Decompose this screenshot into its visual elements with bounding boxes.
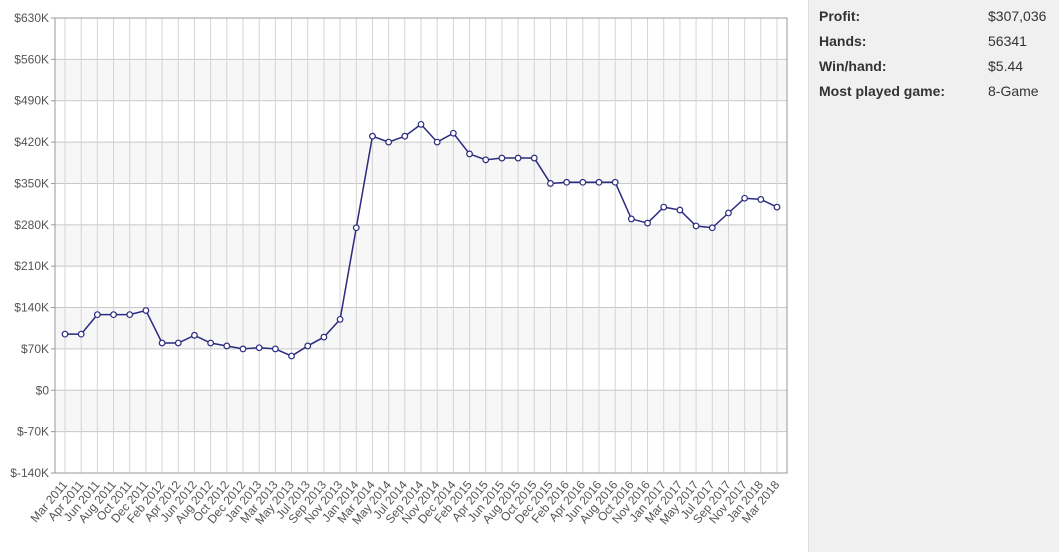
y-tick-label: $140K <box>14 301 49 315</box>
point <box>725 209 732 217</box>
y-tick-label: $350K <box>14 176 49 190</box>
y-tick-label: $280K <box>14 218 49 232</box>
point <box>110 311 117 319</box>
point <box>627 215 635 223</box>
stat-row: Profit: $307,036 <box>819 4 1046 29</box>
point <box>255 344 263 352</box>
y-tick-label: $560K <box>14 52 49 66</box>
stat-label: Profit: <box>819 7 861 24</box>
point <box>207 339 215 347</box>
point <box>385 138 393 146</box>
y-tick-label: $-140K <box>10 466 49 480</box>
point <box>93 311 101 319</box>
point <box>77 330 85 338</box>
point <box>449 129 457 137</box>
stats-table: Profit: $307,036 Hands: 56341 Win/hand: $5.44… <box>819 4 1046 104</box>
stat-value: $5.44 <box>988 57 1024 74</box>
stat-label: Win/hand: <box>819 57 887 74</box>
point <box>401 132 409 140</box>
point <box>708 224 716 232</box>
y-tick-label: $70K <box>21 342 49 356</box>
plot-frame <box>54 17 788 474</box>
point <box>336 315 344 323</box>
point <box>692 222 700 230</box>
stat-value: 56341 <box>988 32 1027 49</box>
point <box>369 132 376 140</box>
y-tick-label: $490K <box>14 94 49 108</box>
point <box>433 138 441 146</box>
point <box>320 333 328 341</box>
point <box>660 203 668 211</box>
stat-label: Most played game: <box>819 82 946 99</box>
point <box>530 154 538 162</box>
stat-row: Most played game: 8-Game <box>819 79 1046 104</box>
point <box>595 178 603 186</box>
point <box>514 154 522 162</box>
point <box>482 156 490 164</box>
point <box>563 178 571 186</box>
point <box>579 178 587 186</box>
point <box>239 345 247 353</box>
y-tick-label: $420K <box>14 135 49 149</box>
point <box>417 120 425 128</box>
point <box>126 311 134 319</box>
point <box>271 345 279 353</box>
point <box>288 352 295 360</box>
point <box>142 307 150 314</box>
point <box>547 180 554 187</box>
point <box>158 339 166 347</box>
point <box>191 331 198 339</box>
y-tick-label: $-70K <box>17 425 49 439</box>
point <box>644 219 651 227</box>
stat-row: Win/hand: $5.44 <box>819 54 1046 79</box>
point <box>466 150 473 158</box>
point <box>741 194 749 202</box>
stat-value: 8-Game <box>988 82 1039 99</box>
point <box>304 342 312 350</box>
point <box>223 342 231 350</box>
y-tick-label: $0 <box>36 383 50 397</box>
y-tick-label: $630K <box>14 11 49 25</box>
stat-label: Hands: <box>819 32 867 49</box>
point <box>61 330 69 338</box>
point <box>757 196 765 203</box>
stats-panel: Profit: $307,036 Hands: 56341 Win/hand: $5.44… <box>808 0 1059 552</box>
stat-row: Hands: 56341 <box>819 29 1046 54</box>
point <box>174 339 182 347</box>
point <box>352 224 360 232</box>
chart: $-140K $-70K $0 $70K $140K $210K $280K $350K $42… <box>10 11 788 527</box>
y-tick-label: $210K <box>14 259 49 273</box>
point <box>773 203 781 211</box>
point <box>676 206 684 214</box>
stat-value: $307,036 <box>988 7 1047 24</box>
point <box>611 178 619 186</box>
point <box>498 154 506 162</box>
